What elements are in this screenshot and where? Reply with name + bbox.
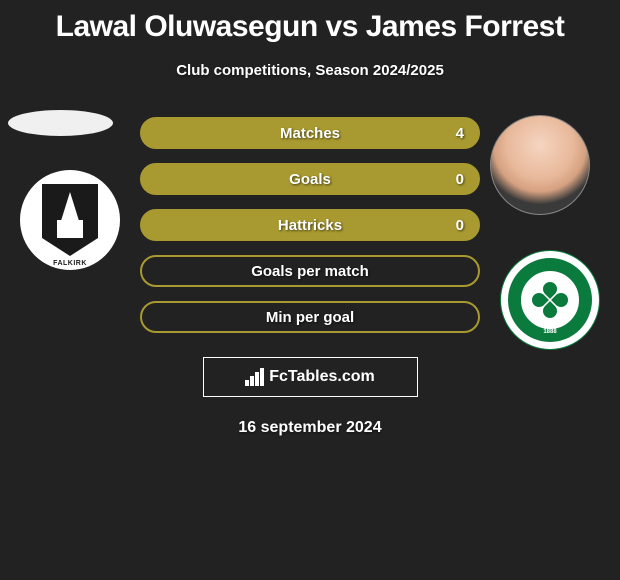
stat-label: Matches: [280, 125, 340, 142]
stat-bar: Hattricks 0: [140, 209, 480, 241]
stat-label: Hattricks: [278, 217, 342, 234]
bars-chart-icon: [245, 368, 265, 386]
stat-bar: Goals 0: [140, 163, 480, 195]
stat-value: 0: [456, 171, 464, 188]
stat-value: 4: [456, 125, 464, 142]
stat-bars-column: Matches 4 Goals 0 Hattricks 0 Goals per match M…: [140, 117, 480, 347]
brand-box: FcTables.com: [203, 357, 418, 397]
celtic-year: 1888: [543, 329, 556, 335]
date-text: 16 september 2024: [0, 419, 620, 437]
stat-bar: Goals per match: [140, 255, 480, 287]
stat-bar: Min per goal: [140, 301, 480, 333]
stat-label: Goals per match: [251, 263, 369, 280]
stat-value: 0: [456, 217, 464, 234]
stat-label: Goals: [289, 171, 331, 188]
stat-label: Min per goal: [266, 309, 354, 326]
clover-icon: [532, 282, 568, 318]
page-title: Lawal Oluwasegun vs James Forrest: [0, 0, 620, 44]
stat-bar: Matches 4: [140, 117, 480, 149]
subtitle: Club competitions, Season 2024/2025: [0, 62, 620, 79]
brand-text: FcTables.com: [269, 368, 375, 386]
celtic-center-icon: [522, 272, 578, 328]
